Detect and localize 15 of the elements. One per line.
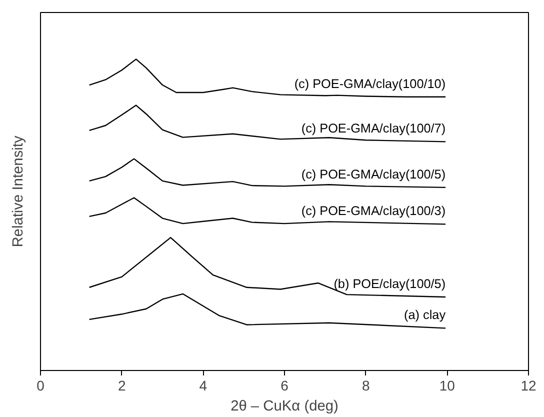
y-axis-title: Relative Intensity bbox=[10, 135, 26, 248]
x-axis-title: 2θ – CuKα (deg) bbox=[230, 398, 338, 414]
series-label: (c) POE-GMA/clay(100/5) bbox=[301, 167, 446, 182]
series-label: (c) POE-GMA/clay(100/7) bbox=[301, 122, 446, 136]
x-tick-label: 2 bbox=[118, 378, 126, 394]
series-label: (b) POE/clay(100/5) bbox=[334, 277, 446, 292]
x-tick-label: 4 bbox=[199, 378, 208, 394]
series-label: (c) POE-GMA/clay(100/3) bbox=[301, 204, 446, 218]
series-label: (c) POE-GMA/clay(100/10) bbox=[294, 76, 446, 91]
x-tick-label: 10 bbox=[439, 378, 456, 394]
x-tick-label: 0 bbox=[36, 378, 45, 394]
x-tick-label: 6 bbox=[280, 378, 289, 394]
x-tick-label: 12 bbox=[520, 378, 536, 394]
series-label: (a) clay bbox=[404, 308, 446, 322]
x-tick-label: 8 bbox=[362, 378, 370, 394]
